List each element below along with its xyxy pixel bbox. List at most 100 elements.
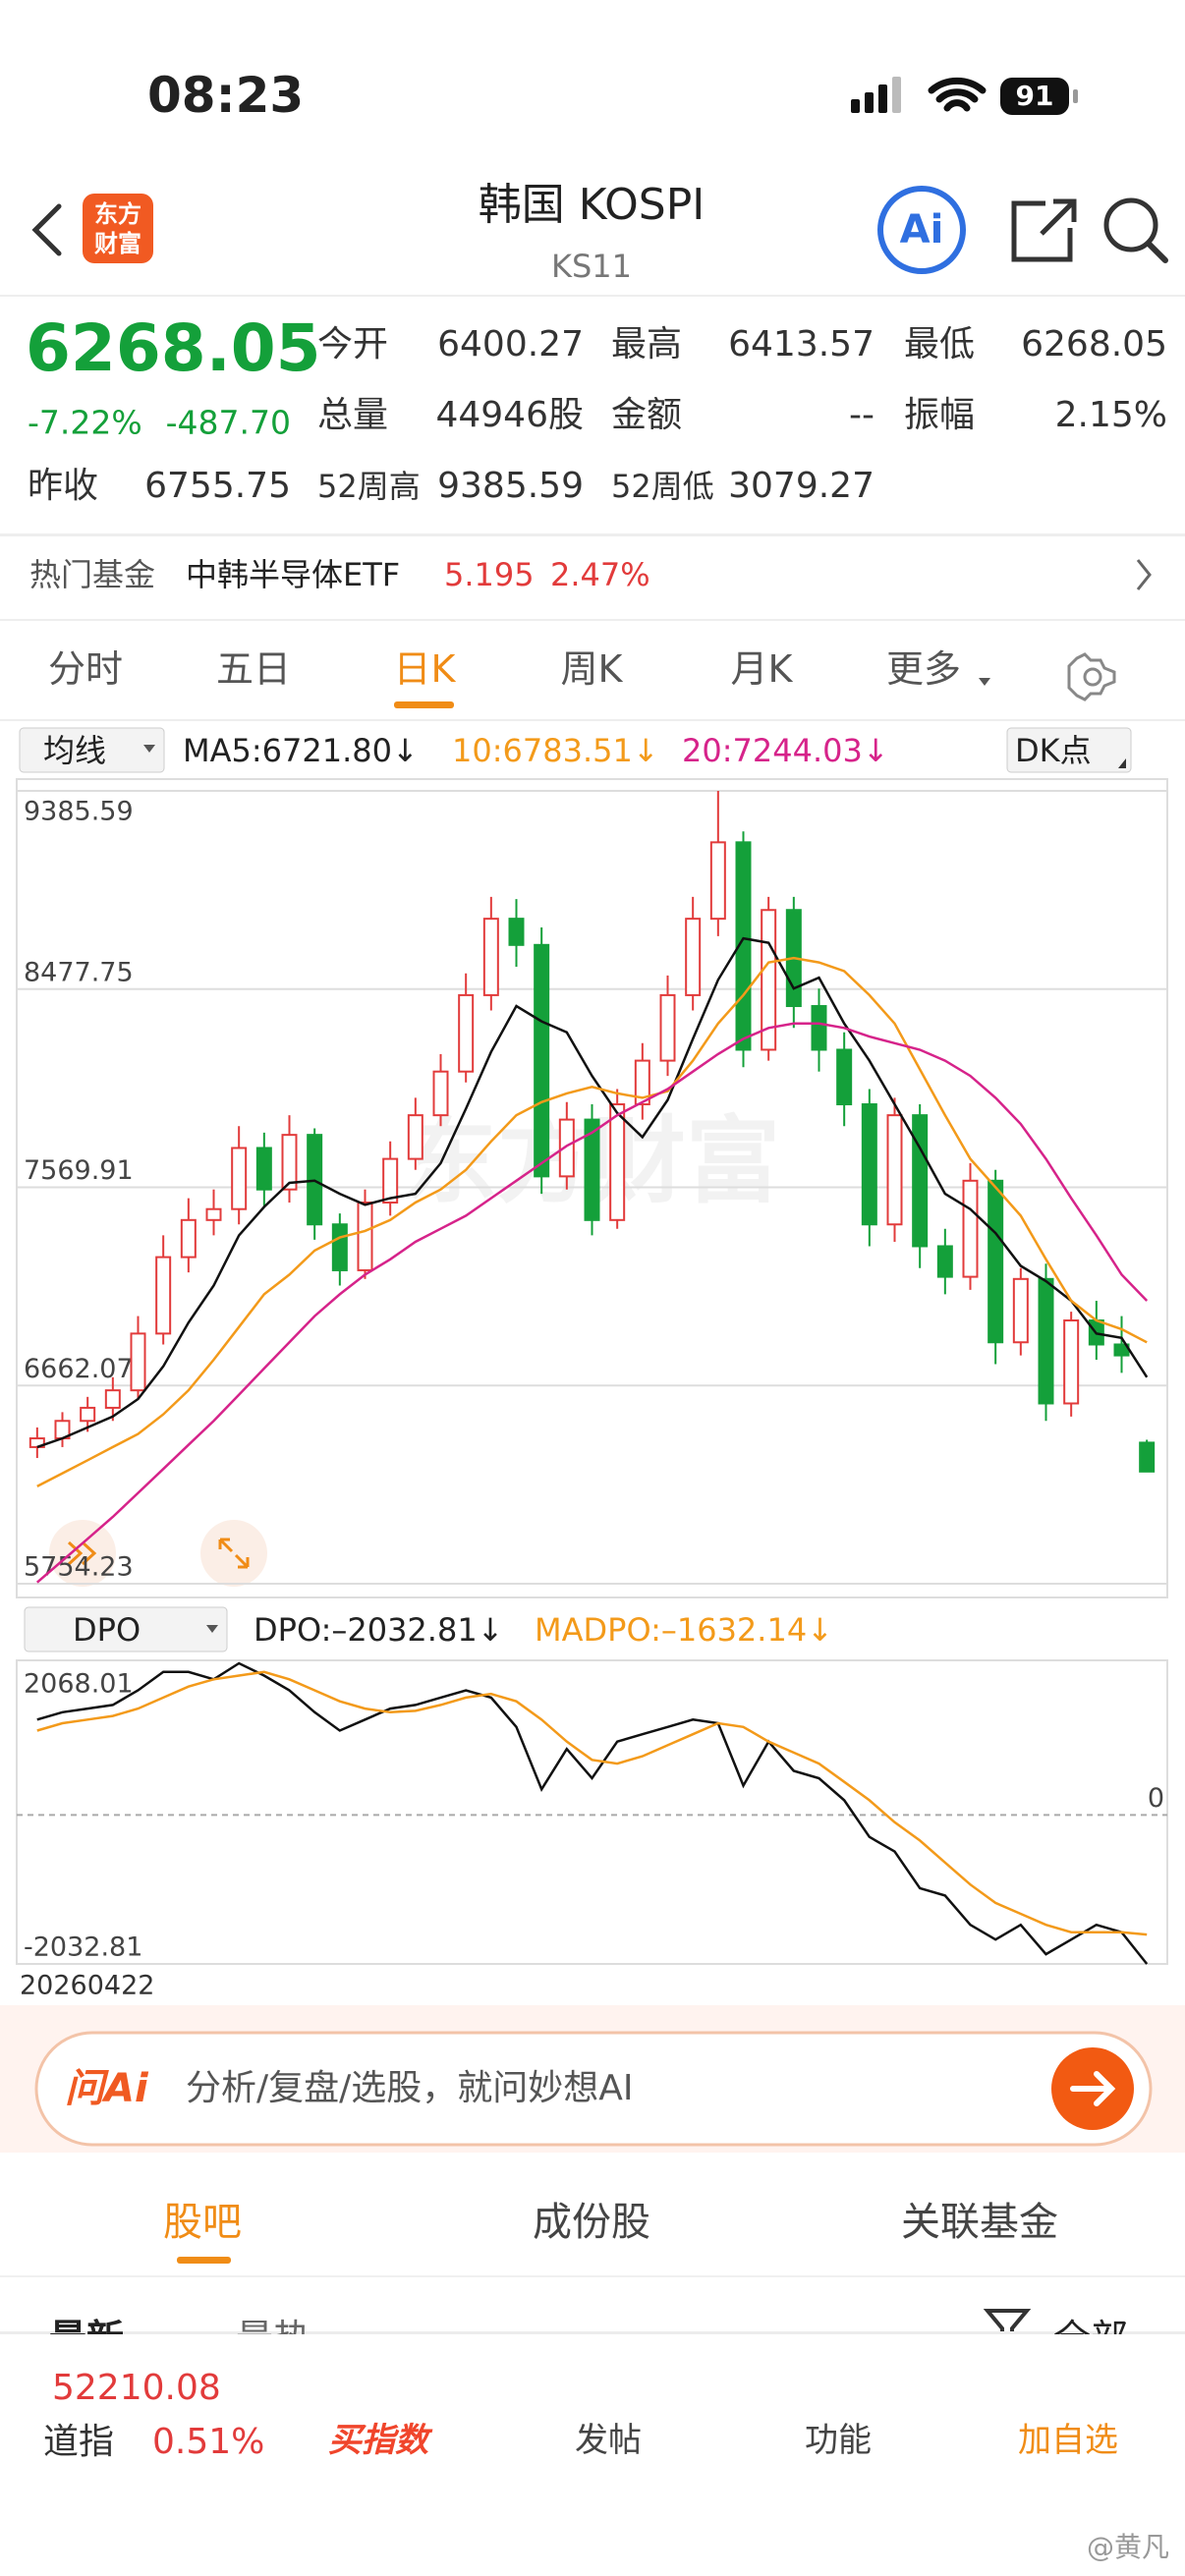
candle-body xyxy=(609,1103,626,1221)
y-tick-label: 8477.75 xyxy=(24,957,134,987)
candle-body xyxy=(936,1245,953,1278)
stat-label: 金额 xyxy=(611,395,683,435)
y-tick-label: 2068.01 xyxy=(24,1669,134,1700)
stat-value: 6268.05 xyxy=(1021,324,1167,364)
candle-body xyxy=(584,1118,600,1221)
price: 6268.05 xyxy=(26,310,321,386)
stat-label: 昨收 xyxy=(28,466,99,506)
legend-entry: MADPO:–1632.14↓ xyxy=(535,1611,833,1649)
ask-input[interactable]: 分析/复盘/选股，就问妙想AI xyxy=(186,2068,634,2108)
candle-body xyxy=(558,1118,575,1178)
divider xyxy=(0,533,1185,536)
nav-item[interactable]: 加自选 xyxy=(1018,2421,1118,2460)
tab[interactable]: 周K xyxy=(560,647,623,691)
candle-body xyxy=(836,1048,853,1106)
stat-label: 最低 xyxy=(904,324,976,364)
stat-label: 总量 xyxy=(317,395,389,435)
ai-button[interactable]: Ai xyxy=(899,207,944,252)
ask-brand: 问Ai xyxy=(65,2066,148,2111)
divider xyxy=(0,295,1185,297)
section-tab[interactable]: 股吧 xyxy=(163,2200,242,2245)
candle-body xyxy=(962,1179,979,1278)
change-pct: -7.22% xyxy=(28,403,142,442)
candle-body xyxy=(104,1389,121,1409)
candle-body xyxy=(130,1332,146,1392)
section-tab[interactable]: 成份股 xyxy=(533,2200,650,2245)
nav-item[interactable]: 功能 xyxy=(805,2421,872,2460)
dk-button[interactable]: DK点 xyxy=(1015,732,1092,769)
stat-label: 振幅 xyxy=(904,395,976,435)
tab[interactable]: 五日 xyxy=(215,647,292,691)
time: 08:23 xyxy=(147,67,305,124)
battery: 91 xyxy=(1015,80,1054,112)
change: -487.70 xyxy=(165,403,291,442)
line-series xyxy=(35,1022,1149,1584)
stat-value: 44946股 xyxy=(435,395,584,435)
candle-body xyxy=(331,1223,348,1271)
date: 20260422 xyxy=(20,1970,155,2001)
candle-body xyxy=(1038,1277,1054,1405)
candle-body xyxy=(255,1147,272,1191)
candle-body xyxy=(811,1005,827,1051)
tab[interactable]: 更多 xyxy=(885,647,962,691)
legend-entry: DPO:–2032.81↓ xyxy=(254,1611,504,1649)
candle-body xyxy=(231,1147,248,1210)
candle-body xyxy=(382,1157,399,1204)
stat-label: 今开 xyxy=(317,324,389,364)
nav-item[interactable]: 发帖 xyxy=(575,2421,642,2460)
line-series xyxy=(36,1670,1148,1936)
candle-body xyxy=(1063,1319,1080,1405)
stat-label: 52周低 xyxy=(611,468,714,505)
y-tick-label: 9385.59 xyxy=(24,797,134,827)
y-tick-label: -2032.81 xyxy=(24,1932,142,1963)
tab[interactable]: 月K xyxy=(730,647,793,691)
y-tick-label: 5754.23 xyxy=(24,1552,134,1583)
tab[interactable]: 分时 xyxy=(47,647,124,691)
candle-body xyxy=(861,1103,877,1226)
candle-body xyxy=(180,1218,197,1259)
index-name: 道指 xyxy=(43,2422,115,2462)
bottom-bar xyxy=(0,2334,1185,2576)
candle-body xyxy=(281,1134,298,1191)
title: 韩国 KOSPI xyxy=(478,180,705,230)
nav-item[interactable]: 买指数 xyxy=(328,2421,428,2460)
candle-body xyxy=(709,841,726,921)
stat-value: 6413.57 xyxy=(728,324,875,364)
section-tab[interactable]: 关联基金 xyxy=(901,2200,1058,2245)
fund-name[interactable]: 中韩半导体ETF xyxy=(186,556,401,593)
tab-active[interactable]: 日K xyxy=(393,647,456,691)
stat-label: 最高 xyxy=(611,324,683,364)
candle-body xyxy=(407,1114,423,1160)
candle-body xyxy=(155,1256,172,1335)
candle-body xyxy=(1012,1277,1029,1344)
candle-body xyxy=(761,909,777,1051)
stat-label: 52周高 xyxy=(317,468,421,505)
candle-body xyxy=(482,918,499,996)
stat-value: -- xyxy=(849,395,875,435)
fund-label: 热门基金 xyxy=(29,556,156,593)
candle-body xyxy=(1139,1441,1156,1473)
dpo-selector[interactable]: DPO xyxy=(73,1611,141,1649)
candle-body xyxy=(458,993,475,1073)
divider xyxy=(0,619,1185,621)
candle-body xyxy=(685,918,702,996)
fund-price: 5.195 xyxy=(444,556,535,593)
legend-entry: 10:6783.51↓ xyxy=(452,732,659,769)
line-series xyxy=(36,1661,1149,1965)
stat-value: 2.15% xyxy=(1054,395,1167,435)
stat-value: 6755.75 xyxy=(144,466,291,506)
y-tick-label: 6662.07 xyxy=(24,1354,134,1384)
candle-body xyxy=(988,1179,1004,1344)
logo: 财富 xyxy=(94,230,141,257)
candle-body xyxy=(357,1202,373,1271)
candle-body xyxy=(534,943,550,1178)
logo: 东方 xyxy=(94,200,141,228)
legend-entry: 20:7244.03↓ xyxy=(682,732,889,769)
candle-body xyxy=(80,1406,96,1423)
credit: @黄凡 xyxy=(1086,2531,1169,2563)
ma-selector[interactable]: 均线 xyxy=(43,732,107,769)
candle-body xyxy=(205,1207,222,1221)
index-value: 52210.08 xyxy=(52,2368,221,2408)
